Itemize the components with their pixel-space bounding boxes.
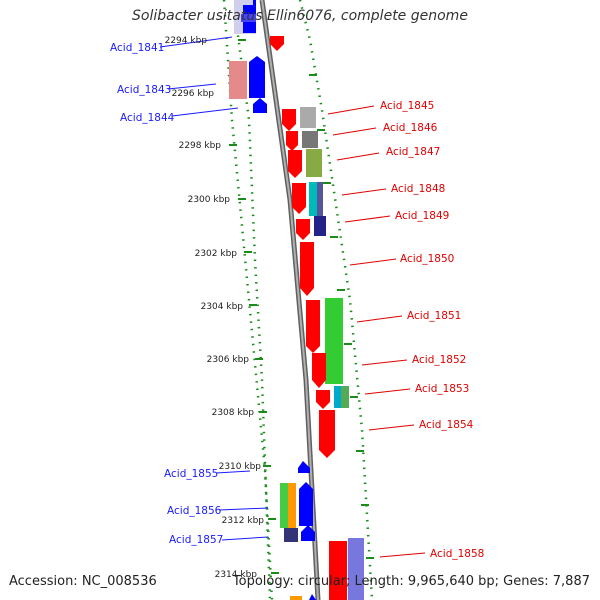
gene-bottom-fwd bbox=[309, 594, 316, 600]
leader-lines-left bbox=[159, 36, 269, 541]
leader-acid-1846 bbox=[332, 127, 377, 136]
reverse-genes bbox=[282, 107, 364, 600]
gene-acid-1844 bbox=[253, 98, 267, 113]
gene-label-acid-1856: Acid_1856 bbox=[167, 505, 222, 517]
gene-label-acid-1851: Acid_1851 bbox=[407, 310, 461, 322]
gene-acid-1851-bar bbox=[325, 298, 343, 384]
gene-acid-1847 bbox=[288, 150, 302, 178]
gene-acid-1845-bar bbox=[300, 107, 316, 128]
top-partial-genes bbox=[234, 0, 284, 51]
leader-acid-1855 bbox=[215, 470, 251, 474]
gene-acid-1852 bbox=[312, 353, 326, 388]
gene-label-acid-1852: Acid_1852 bbox=[412, 354, 466, 366]
gene-acid-1857 bbox=[301, 525, 315, 541]
reverse-gene-2294 bbox=[270, 36, 284, 51]
gene-label-acid-1845: Acid_1845 bbox=[380, 100, 434, 112]
gene-label-acid-1850: Acid_1850 bbox=[400, 253, 454, 265]
leader-acid-1841 bbox=[159, 36, 233, 48]
gene-acid-1847-bar bbox=[306, 149, 322, 177]
gene-bottom-orange bbox=[290, 596, 302, 600]
map-title: Solibacter usitatus Ellin6076, complete … bbox=[132, 8, 468, 24]
gene-acid-1846-bar bbox=[302, 131, 318, 148]
leader-acid-1844 bbox=[171, 107, 239, 117]
kbp-labels: 2294 kbp 2296 kbp 2298 kbp 2300 kbp 2302… bbox=[165, 36, 265, 580]
gene-label-acid-1844: Acid_1844 bbox=[120, 112, 175, 124]
gene-acid-1853-bar-2 bbox=[341, 386, 349, 408]
left-gene-labels: Acid_1841 Acid_1843 Acid_1844 Acid_1855 … bbox=[110, 42, 223, 546]
gene-acid-1857-bar bbox=[284, 528, 298, 542]
gene-acid-1856-bar-2 bbox=[288, 483, 296, 528]
kbp-label: 2312 kbp bbox=[222, 516, 265, 526]
gene-label-acid-1847: Acid_1847 bbox=[386, 146, 440, 158]
leader-acid-1847 bbox=[336, 152, 380, 161]
leader-acid-1848 bbox=[341, 188, 387, 196]
leader-lines-right bbox=[327, 105, 426, 558]
gene-label-acid-1855: Acid_1855 bbox=[164, 468, 218, 480]
genome-summary-text: Topology: circular; Length: 9,965,640 bp… bbox=[232, 574, 590, 589]
gene-label-acid-1841: Acid_1841 bbox=[110, 42, 164, 54]
leader-acid-1852 bbox=[361, 359, 408, 366]
leader-acid-1858 bbox=[379, 552, 426, 558]
kbp-label: 2298 kbp bbox=[179, 141, 222, 151]
leader-acid-1854 bbox=[368, 424, 415, 431]
gene-acid-1849-bar bbox=[314, 216, 326, 236]
gene-acid-1845 bbox=[282, 109, 296, 131]
gene-acid-1846 bbox=[286, 131, 298, 151]
leader-acid-1851 bbox=[356, 315, 403, 323]
gene-acid-1843-shadow bbox=[229, 61, 247, 99]
gene-label-acid-1843: Acid_1843 bbox=[117, 84, 171, 96]
leader-acid-1853 bbox=[364, 388, 411, 395]
kbp-label: 2300 kbp bbox=[188, 195, 231, 205]
left-outer-track bbox=[235, 27, 272, 600]
gene-acid-1856-bar-1 bbox=[280, 483, 288, 528]
gene-acid-1856 bbox=[299, 482, 313, 526]
gene-label-acid-1853: Acid_1853 bbox=[415, 383, 469, 395]
right-gene-labels: Acid_1845 Acid_1846 Acid_1847 Acid_1848 … bbox=[380, 100, 484, 560]
gene-label-acid-1848: Acid_1848 bbox=[391, 183, 445, 195]
gene-label-acid-1846: Acid_1846 bbox=[383, 122, 438, 134]
leader-acid-1849 bbox=[344, 215, 391, 223]
gene-acid-1855 bbox=[298, 461, 310, 473]
gene-acid-1850 bbox=[300, 242, 314, 296]
gene-acid-1853-bar bbox=[334, 386, 344, 408]
forward-genes bbox=[229, 56, 316, 600]
kbp-label: 2314 kbp bbox=[215, 570, 258, 580]
kbp-label: 2306 kbp bbox=[207, 355, 250, 365]
leader-acid-1856 bbox=[218, 507, 269, 511]
leader-acid-1843 bbox=[167, 83, 217, 90]
kbp-label: 2294 kbp bbox=[165, 36, 208, 46]
kbp-label: 2302 kbp bbox=[195, 249, 238, 259]
kbp-label: 2308 kbp bbox=[212, 408, 255, 418]
leader-acid-1845 bbox=[327, 105, 375, 115]
leader-acid-1857 bbox=[221, 536, 269, 541]
gene-acid-1858 bbox=[329, 541, 347, 600]
gene-label-acid-1857: Acid_1857 bbox=[169, 534, 223, 546]
accession-text: Accession: NC_008536 bbox=[9, 574, 157, 589]
gene-acid-1848-bar bbox=[309, 182, 319, 216]
gene-label-acid-1854: Acid_1854 bbox=[419, 419, 474, 431]
forward-gene-partial-2 bbox=[241, 14, 256, 22]
kbp-label: 2296 kbp bbox=[172, 89, 215, 99]
gene-acid-1853 bbox=[316, 390, 330, 409]
leader-acid-1850 bbox=[349, 258, 397, 266]
gene-acid-1854 bbox=[319, 410, 335, 458]
gene-acid-1849 bbox=[296, 219, 310, 240]
gene-acid-1848 bbox=[292, 183, 306, 214]
gene-acid-1858-bar bbox=[348, 538, 364, 600]
gene-acid-1851 bbox=[306, 300, 320, 353]
tick-marks bbox=[229, 39, 374, 574]
gene-acid-1848-bar-2 bbox=[317, 182, 323, 216]
kbp-label: 2304 kbp bbox=[201, 302, 244, 312]
gene-label-acid-1858: Acid_1858 bbox=[430, 548, 484, 560]
gene-label-acid-1849: Acid_1849 bbox=[395, 210, 449, 222]
left-ring-edge bbox=[222, 0, 274, 600]
kbp-label: 2310 kbp bbox=[219, 462, 262, 472]
gene-acid-1843 bbox=[249, 56, 265, 98]
